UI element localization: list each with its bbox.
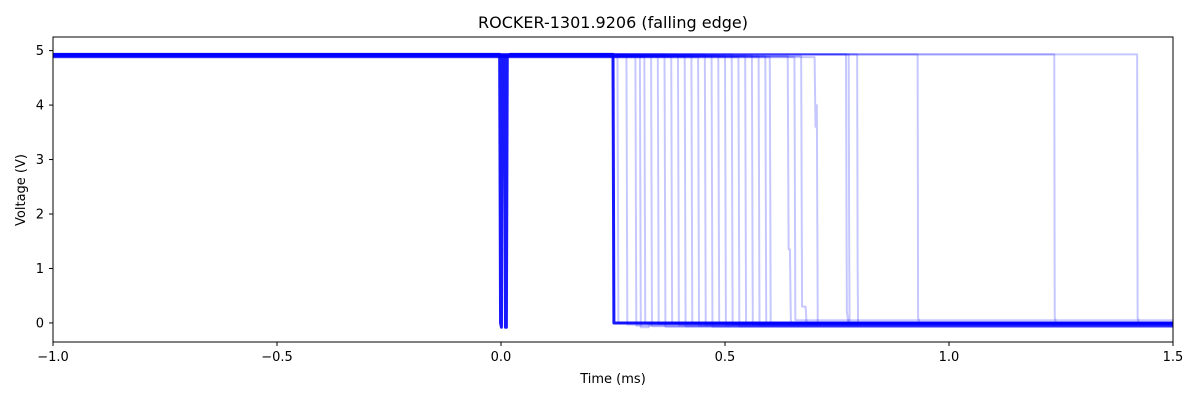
plot-frame: [52, 36, 1174, 343]
series-line-26: [53, 56, 1173, 322]
series-line-24: [53, 56, 1173, 324]
series-line-4: [53, 53, 1173, 329]
series-line-9: [53, 55, 1173, 324]
series-line-13: [53, 56, 1173, 327]
series-line-5: [53, 56, 1173, 324]
series-line-33: [53, 53, 1173, 324]
series-line-31: [53, 53, 1173, 324]
series-line-18: [53, 53, 1173, 326]
series-line-7: [53, 55, 1173, 326]
x-axis: −1.0 −0.5 0.0 0.5 1.0 1.5: [37, 342, 1183, 365]
series-line-25: [53, 55, 1173, 324]
x-tick-label: 1.5: [1163, 350, 1184, 365]
y-tick-label: 0: [36, 316, 44, 331]
series-line-30: [53, 53, 1173, 324]
series-line-28: [53, 56, 1173, 324]
series-line-6: [53, 53, 1173, 328]
y-tick-label: 5: [36, 44, 44, 59]
y-tick-label: 3: [36, 153, 44, 168]
series-line-17: [53, 55, 1173, 327]
series-line-19: [53, 56, 1173, 328]
x-axis-label: Time (ms): [579, 372, 646, 387]
series-line-2: [53, 53, 1173, 326]
x-tick-label: 1.0: [939, 350, 960, 365]
y-axis: 0 1 2 3 4 5: [36, 44, 53, 331]
series-line-27: [53, 55, 1173, 324]
series-line-29: [53, 53, 1173, 324]
x-tick-label: −0.5: [261, 350, 293, 365]
series-line-34: [53, 53, 1173, 324]
series-line-3: [53, 55, 1173, 327]
series-line-15: [53, 55, 1173, 328]
series-line-16: [53, 53, 1173, 324]
series-line-23: [53, 55, 1173, 325]
series-line-10: [53, 53, 1173, 327]
y-tick-label: 4: [36, 99, 44, 114]
series-line-1: [53, 55, 1173, 326]
series-line-12: [53, 53, 1173, 325]
y-axis-label: Voltage (V): [14, 154, 29, 226]
series-line-32: [53, 53, 1173, 324]
chart-title: ROCKER-1301.9206 (falling edge): [478, 13, 748, 32]
series-line-11: [53, 55, 1173, 328]
y-tick-label: 1: [36, 262, 44, 277]
y-tick-label: 2: [36, 208, 44, 223]
series-group: [53, 52, 1173, 329]
x-tick-label: 0.5: [715, 350, 736, 365]
series-line-21: [53, 53, 1173, 326]
series-line-0: [53, 52, 1173, 329]
series-line-8: [53, 53, 1173, 328]
x-tick-label: 0.0: [491, 350, 512, 365]
series-line-14: [53, 53, 1173, 326]
x-tick-label: −1.0: [37, 350, 69, 365]
series-line-22: [53, 55, 1173, 327]
series-line-20: [53, 55, 1173, 324]
